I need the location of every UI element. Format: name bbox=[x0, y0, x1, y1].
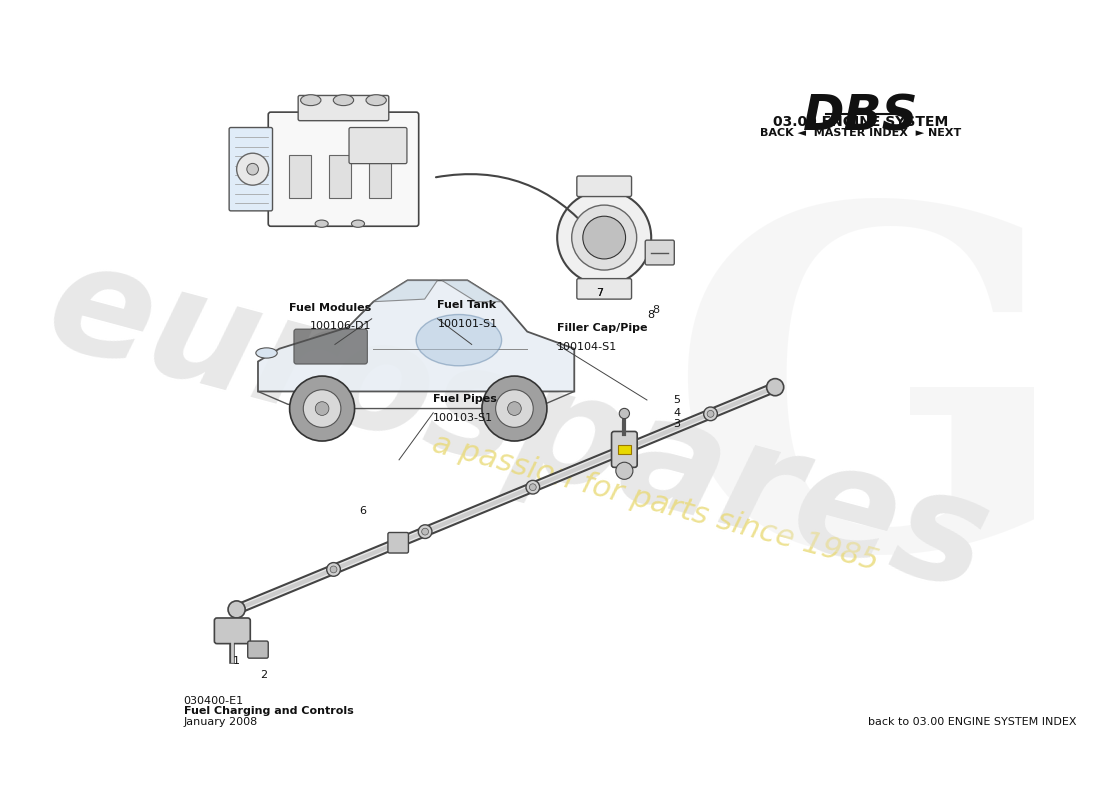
FancyBboxPatch shape bbox=[349, 127, 407, 164]
Text: 7: 7 bbox=[596, 288, 604, 298]
Circle shape bbox=[707, 410, 714, 418]
FancyBboxPatch shape bbox=[388, 533, 408, 553]
Circle shape bbox=[572, 205, 637, 270]
Text: eurospares: eurospares bbox=[33, 229, 1004, 622]
Circle shape bbox=[330, 566, 337, 573]
Text: 030400-E1: 030400-E1 bbox=[184, 696, 244, 706]
Text: a passion for parts since 1985: a passion for parts since 1985 bbox=[429, 429, 882, 576]
Circle shape bbox=[228, 601, 245, 618]
FancyBboxPatch shape bbox=[576, 278, 631, 299]
Text: BACK ◄  MASTER INDEX  ► NEXT: BACK ◄ MASTER INDEX ► NEXT bbox=[760, 128, 961, 138]
Circle shape bbox=[619, 408, 629, 418]
Ellipse shape bbox=[416, 314, 502, 366]
Circle shape bbox=[496, 390, 534, 427]
Text: 100106-D1: 100106-D1 bbox=[310, 322, 372, 331]
Bar bbox=[368, 154, 390, 198]
Circle shape bbox=[767, 378, 783, 396]
Text: Fuel Charging and Controls: Fuel Charging and Controls bbox=[184, 706, 353, 716]
Text: 5: 5 bbox=[673, 395, 681, 405]
Circle shape bbox=[304, 390, 341, 427]
Bar bbox=[329, 154, 351, 198]
Text: Fuel Modules: Fuel Modules bbox=[289, 303, 372, 313]
Text: G: G bbox=[668, 189, 1071, 646]
Circle shape bbox=[507, 402, 521, 415]
Ellipse shape bbox=[315, 220, 328, 227]
Circle shape bbox=[526, 480, 540, 494]
FancyBboxPatch shape bbox=[214, 618, 251, 644]
Text: Fuel Pipes: Fuel Pipes bbox=[433, 394, 497, 404]
Circle shape bbox=[617, 442, 631, 456]
FancyBboxPatch shape bbox=[576, 176, 631, 197]
FancyBboxPatch shape bbox=[612, 431, 637, 467]
Text: 6: 6 bbox=[359, 506, 366, 516]
Circle shape bbox=[558, 190, 651, 285]
Text: 100104-S1: 100104-S1 bbox=[558, 342, 617, 352]
Polygon shape bbox=[442, 280, 502, 302]
Ellipse shape bbox=[256, 348, 277, 358]
FancyBboxPatch shape bbox=[298, 95, 388, 121]
FancyBboxPatch shape bbox=[646, 240, 674, 265]
Polygon shape bbox=[258, 280, 574, 391]
Text: 100103-S1: 100103-S1 bbox=[433, 413, 493, 423]
Circle shape bbox=[529, 484, 536, 490]
Text: 1: 1 bbox=[233, 656, 240, 666]
Text: 03.00 ENGINE SYSTEM: 03.00 ENGINE SYSTEM bbox=[773, 115, 948, 130]
Circle shape bbox=[421, 528, 429, 535]
Bar bbox=[289, 154, 311, 198]
Text: Fuel Tank: Fuel Tank bbox=[438, 300, 496, 310]
Text: DBS: DBS bbox=[803, 92, 918, 140]
Text: January 2008: January 2008 bbox=[184, 717, 257, 726]
Circle shape bbox=[289, 376, 354, 441]
Ellipse shape bbox=[352, 220, 364, 227]
Text: 4: 4 bbox=[673, 408, 681, 418]
Text: 8: 8 bbox=[648, 310, 654, 319]
Circle shape bbox=[236, 154, 268, 185]
Ellipse shape bbox=[333, 94, 353, 106]
Text: 3: 3 bbox=[673, 419, 681, 429]
Ellipse shape bbox=[366, 94, 386, 106]
Ellipse shape bbox=[300, 94, 321, 106]
Text: 7: 7 bbox=[596, 288, 604, 298]
Circle shape bbox=[327, 562, 340, 576]
Text: 100101-S1: 100101-S1 bbox=[438, 318, 497, 329]
Text: Filler Cap/Pipe: Filler Cap/Pipe bbox=[558, 323, 648, 334]
Circle shape bbox=[620, 446, 628, 453]
Circle shape bbox=[616, 462, 632, 479]
Bar bbox=[617, 445, 631, 454]
FancyBboxPatch shape bbox=[248, 641, 268, 658]
FancyBboxPatch shape bbox=[268, 112, 419, 226]
FancyBboxPatch shape bbox=[294, 329, 367, 364]
Text: 8: 8 bbox=[652, 306, 659, 315]
FancyBboxPatch shape bbox=[229, 127, 273, 211]
Circle shape bbox=[704, 407, 717, 421]
Circle shape bbox=[418, 525, 432, 538]
Polygon shape bbox=[373, 280, 438, 302]
Circle shape bbox=[583, 216, 626, 259]
Circle shape bbox=[246, 163, 258, 175]
Text: back to 03.00 ENGINE SYSTEM INDEX: back to 03.00 ENGINE SYSTEM INDEX bbox=[868, 717, 1076, 726]
Circle shape bbox=[482, 376, 547, 441]
Text: 2: 2 bbox=[261, 670, 267, 680]
Circle shape bbox=[316, 402, 329, 415]
